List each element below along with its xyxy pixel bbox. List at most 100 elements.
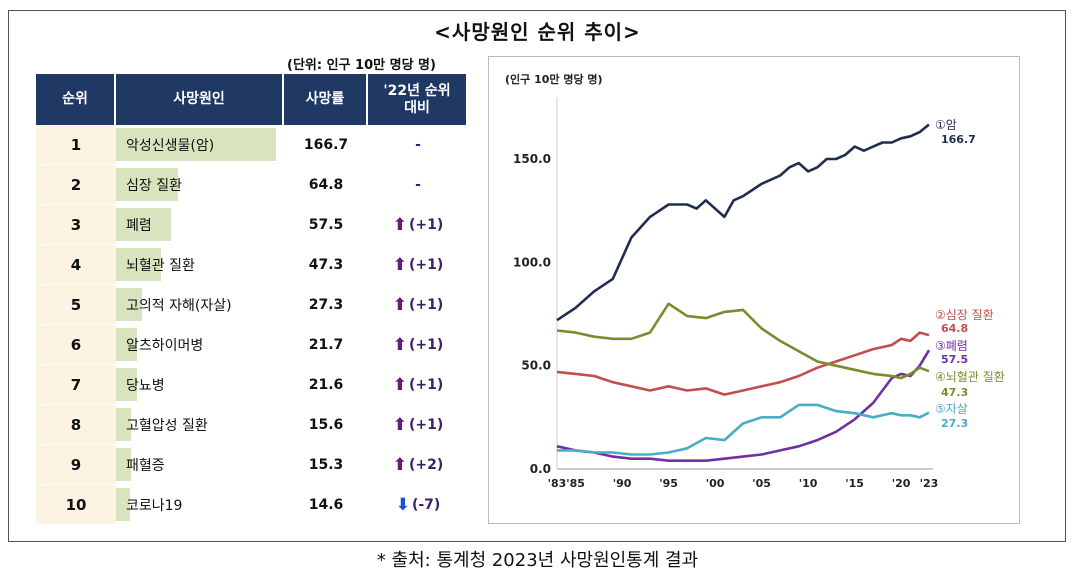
- table-row: 6 알츠하이머병 21.7 ⬆ (+1): [36, 325, 468, 365]
- cause-label: 코로나19: [126, 497, 183, 514]
- line-chart: (인구 10만 명당 명) 0.0 50.0 100.0 150.0 '83'85 '90 '…: [505, 72, 1005, 490]
- x-tick-label: '05: [752, 477, 771, 490]
- rate-bar: [116, 168, 179, 201]
- table-header: 순위 사망원인 사망률 '22년 순위 대비: [36, 74, 468, 125]
- cause-label: 알츠하이머병: [126, 337, 204, 354]
- rate-bar: [116, 448, 131, 481]
- x-tick-label: '00: [706, 477, 725, 490]
- figure-frame: [8, 10, 1066, 542]
- cause-cell: 고혈압성 질환: [116, 405, 284, 444]
- cause-cell: 당뇨병: [116, 365, 284, 404]
- table-row: 7 당뇨병 21.6 ⬆ (+1): [36, 365, 468, 405]
- series-name-label: ④뇌혈관 질환: [935, 370, 1005, 384]
- cause-cell: 알츠하이머병: [116, 325, 284, 364]
- x-tick-label: '83: [548, 477, 567, 490]
- cause-label: 폐렴: [126, 217, 152, 234]
- header-rank: 순위: [36, 74, 116, 125]
- rank-cell: 5: [36, 285, 116, 324]
- header-rate: 사망률: [284, 74, 368, 125]
- cause-cell: 패혈증: [116, 445, 284, 484]
- rate-cell: 57.5: [308, 216, 344, 233]
- rate-bar: [116, 208, 172, 241]
- change-label: -: [415, 136, 421, 153]
- x-tick-label: '23: [920, 477, 939, 490]
- change-cell: ⬆ (+1): [368, 245, 468, 284]
- rate-cell: 15.3: [308, 456, 344, 473]
- rank-cell: 6: [36, 325, 116, 364]
- rate-bar: [116, 408, 131, 441]
- arrow-up-icon: ⬆: [392, 454, 407, 475]
- ranking-table: 순위 사망원인 사망률 '22년 순위 대비 1 악성신생물(암) 166.7 - 2 심…: [36, 74, 468, 525]
- y-tick-label: 150.0: [513, 152, 551, 166]
- rank-cell: 9: [36, 445, 116, 484]
- y-tick-label: 0.0: [530, 462, 551, 476]
- table-row: 5 고의적 자해(자살) 27.3 ⬆ (+1): [36, 285, 468, 325]
- rate-bar: [116, 128, 276, 161]
- change-cell: ⬆ (+1): [368, 365, 468, 404]
- rate-bar: [116, 288, 143, 321]
- change-cell: -: [368, 165, 468, 204]
- unit-note: (단위: 인구 10만 명당 명): [287, 58, 436, 73]
- x-tick-label: '20: [892, 477, 911, 490]
- table-row: 4 뇌혈관 질환 47.3 ⬆ (+1): [36, 245, 468, 285]
- change-label: (+1): [408, 256, 444, 273]
- rate-cell: 21.7: [308, 336, 344, 353]
- series-line-pneumonia: [556, 349, 931, 463]
- y-tick-label: 50.0: [521, 359, 551, 373]
- header-cause: 사망원인: [116, 74, 284, 125]
- rank-cell: 1: [36, 125, 116, 164]
- series-line-cerebrovascular: [556, 302, 930, 380]
- cause-label: 패혈증: [126, 457, 165, 474]
- y-axis-label: (인구 10만 명당 명): [505, 72, 603, 86]
- rank-cell: 3: [36, 205, 116, 244]
- rate-cell: 64.8: [308, 176, 344, 193]
- cause-cell: 폐렴: [116, 205, 284, 244]
- series-name-label: ③폐렴: [935, 339, 968, 353]
- change-cell: ⬆ (+1): [368, 285, 468, 324]
- table-row: 9 패혈증 15.3 ⬆ (+2): [36, 445, 468, 485]
- rate-cell: 166.7: [303, 136, 349, 153]
- table-body: 1 악성신생물(암) 166.7-2 심장 질환 64.8-3 폐렴 57.5 ⬆ (+1) 4 뇌…: [36, 125, 468, 525]
- x-tick-label: '90: [613, 477, 632, 490]
- rate-cell: 47.3: [308, 256, 344, 273]
- rank-cell: 7: [36, 365, 116, 404]
- change-label: (+1): [408, 336, 444, 353]
- cause-label: 심장 질환: [126, 177, 182, 194]
- change-label: (+1): [408, 296, 444, 313]
- table-row: 1 악성신생물(암) 166.7 -: [36, 125, 468, 165]
- change-cell: ⬇ (-7): [368, 485, 468, 524]
- table-row: 3 폐렴 57.5 ⬆ (+1): [36, 205, 468, 245]
- page-title: <사망원인 순위 추이>: [434, 20, 641, 44]
- rank-cell: 2: [36, 165, 116, 204]
- x-tick-label: '15: [845, 477, 864, 490]
- arrow-up-icon: ⬆: [392, 214, 407, 235]
- change-cell: -: [368, 125, 468, 164]
- series-name-label: ⑤자살: [935, 402, 968, 416]
- arrow-down-icon: ⬇: [395, 494, 410, 515]
- x-tick-label: '10: [799, 477, 818, 490]
- rate-cell: 21.6: [308, 376, 344, 393]
- cause-cell: 심장 질환: [116, 165, 284, 204]
- cause-label: 고혈압성 질환: [126, 417, 208, 434]
- source-note: * 출처: 통계청 2023년 사망원인통계 결과: [376, 550, 699, 571]
- table-row: 8 고혈압성 질환 15.6 ⬆ (+1): [36, 405, 468, 445]
- table-row: 10 코로나19 14.6 ⬇ (-7): [36, 485, 468, 525]
- change-label: (-7): [411, 496, 441, 513]
- arrow-up-icon: ⬆: [392, 414, 407, 435]
- series-end-value: 47.3: [941, 386, 968, 399]
- arrow-up-icon: ⬆: [392, 374, 407, 395]
- line-chart-box: (인구 10만 명당 명) 0.0 50.0 100.0 150.0 '83'85 '90 '…: [488, 56, 1020, 524]
- rank-cell: 8: [36, 405, 116, 444]
- y-tick-label: 100.0: [513, 255, 551, 269]
- rank-cell: 10: [36, 485, 116, 524]
- rate-cell: 14.6: [308, 496, 344, 513]
- series-end-value: 27.3: [941, 417, 968, 430]
- rate-bar: [116, 368, 137, 401]
- cause-label: 뇌혈관 질환: [126, 257, 195, 274]
- series-name-label: ①암: [935, 118, 957, 132]
- series-line-cancer: [556, 123, 930, 322]
- cause-cell: 고의적 자해(자살): [116, 285, 284, 324]
- arrow-up-icon: ⬆: [392, 294, 407, 315]
- change-cell: ⬆ (+1): [368, 325, 468, 364]
- change-label: (+1): [408, 376, 444, 393]
